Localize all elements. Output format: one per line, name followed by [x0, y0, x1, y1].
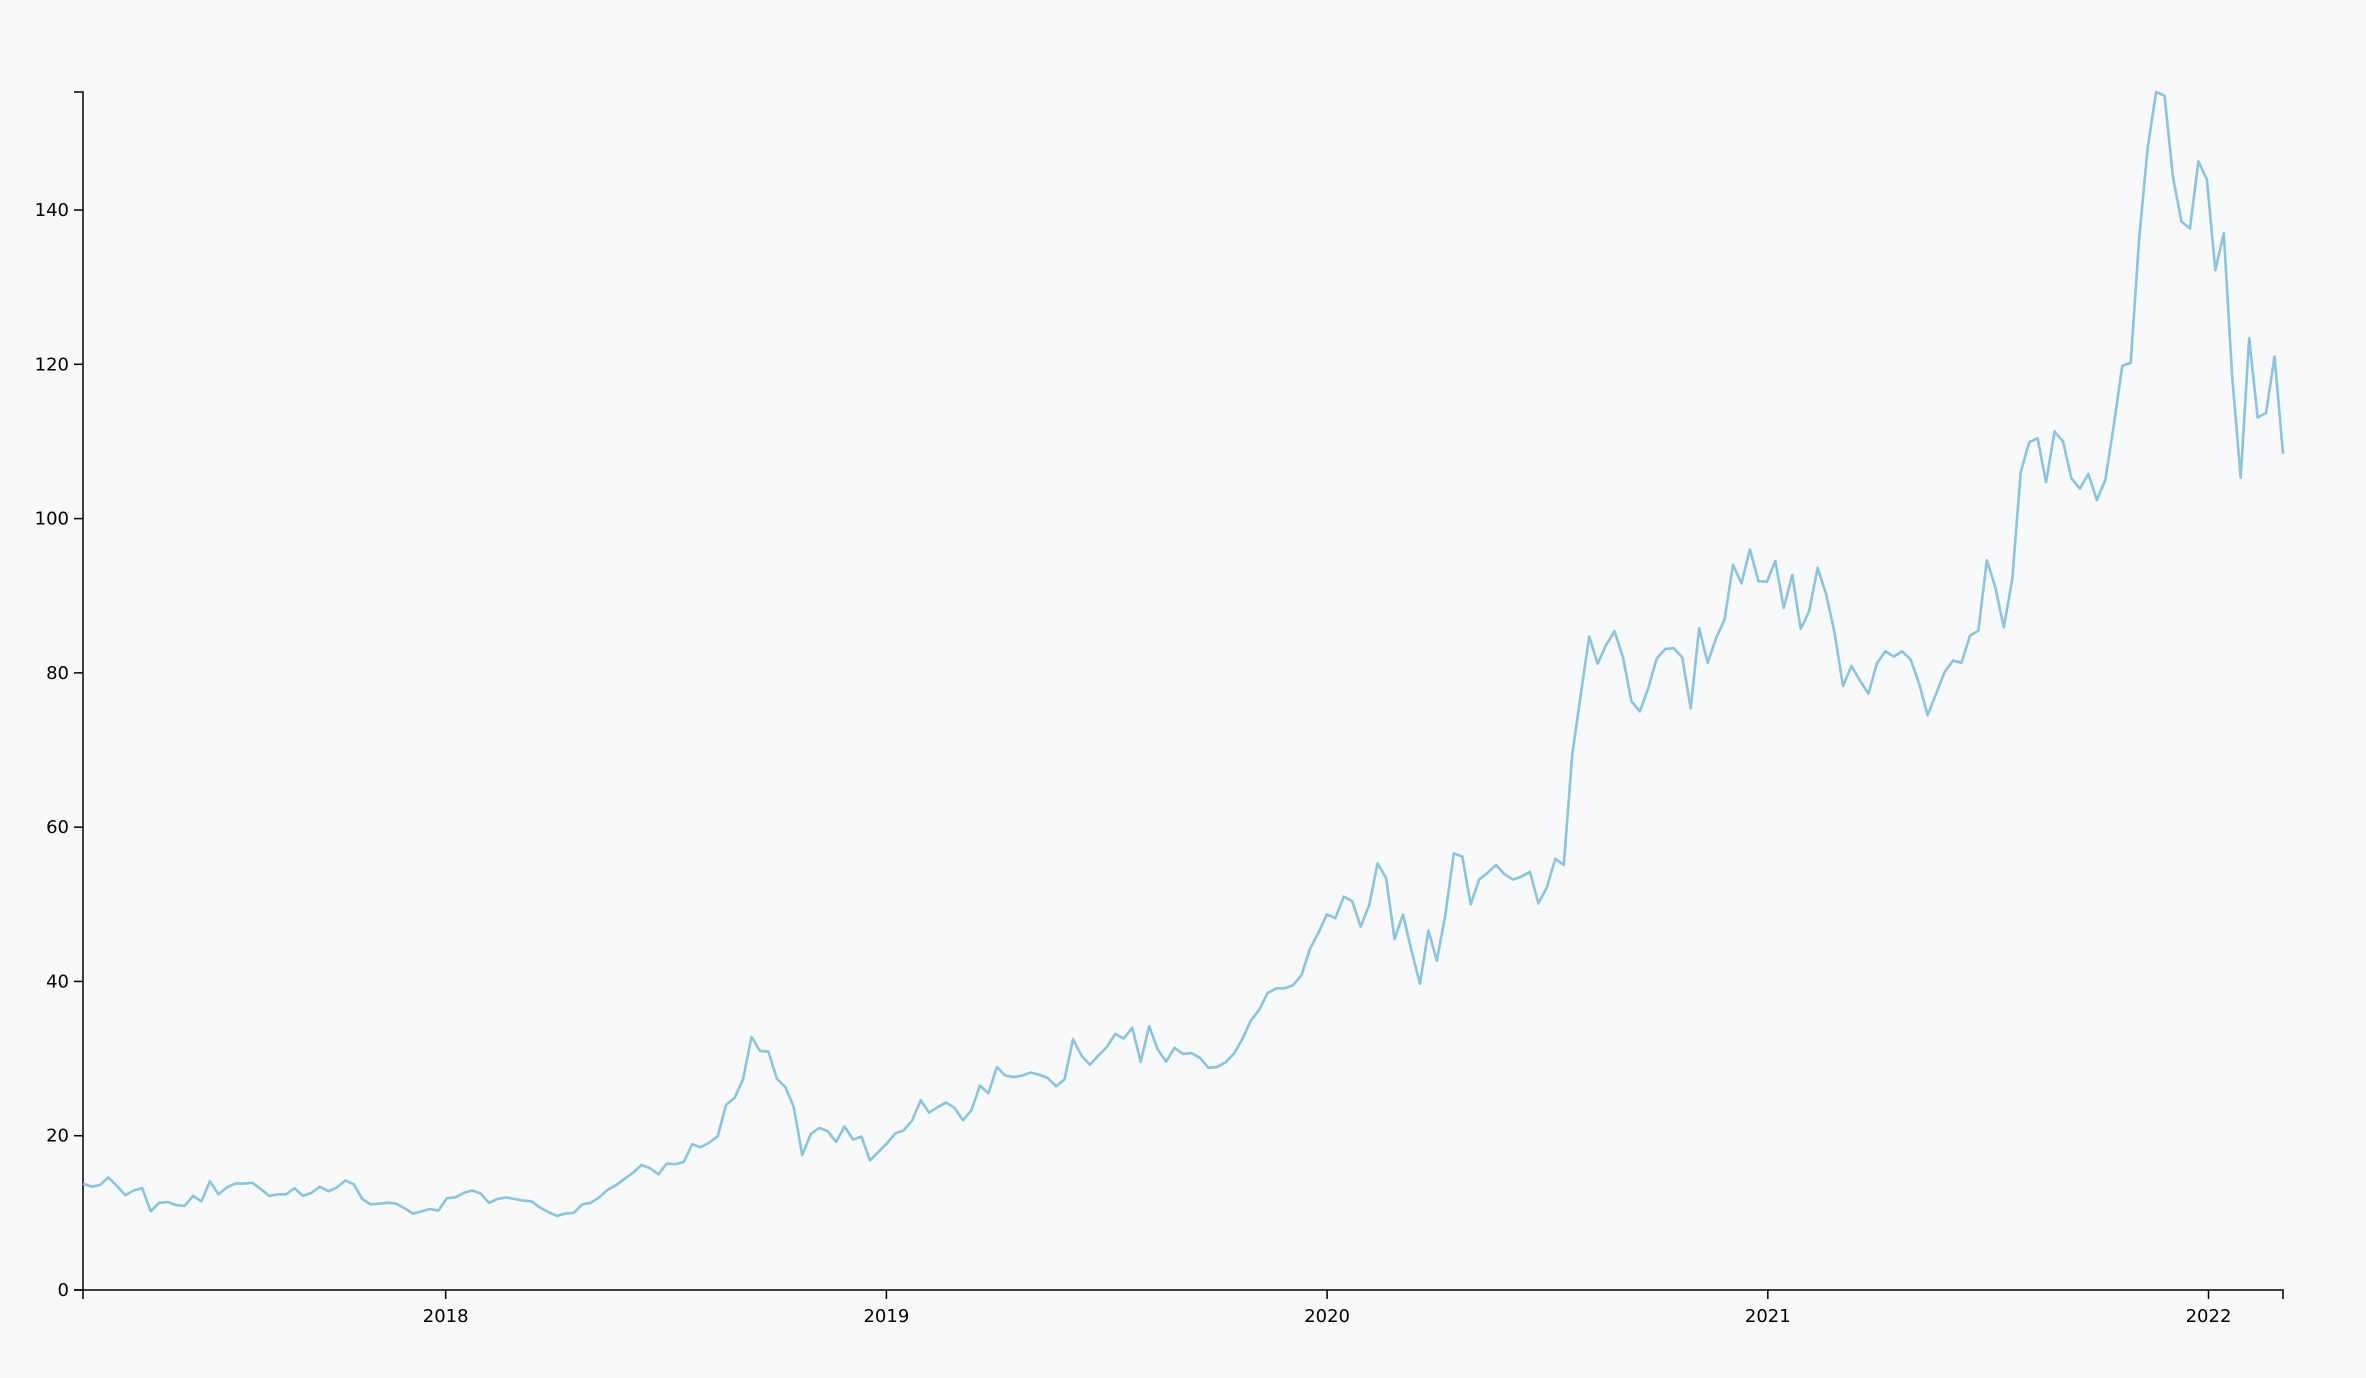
x-tick-label: 2020 [1304, 1306, 1350, 1327]
x-axis [82, 1289, 2284, 1299]
y-tick-label: 80 [46, 663, 69, 684]
y-tick-label: 120 [35, 354, 69, 375]
x-tick-label: 2018 [423, 1306, 469, 1327]
x-tick-label: 2019 [863, 1306, 909, 1327]
y-tick-label: 40 [46, 971, 69, 992]
y-tick-label: 20 [46, 1126, 69, 1147]
x-tick-label: 2021 [1745, 1306, 1791, 1327]
y-axis [74, 91, 84, 1291]
line-series [82, 90, 2285, 1218]
y-tick-label: 60 [46, 817, 69, 838]
y-tick-label: 140 [35, 200, 69, 221]
y-tick-label: 100 [35, 509, 69, 530]
y-tick-label: 0 [58, 1280, 69, 1301]
x-tick-label: 2022 [2186, 1306, 2232, 1327]
